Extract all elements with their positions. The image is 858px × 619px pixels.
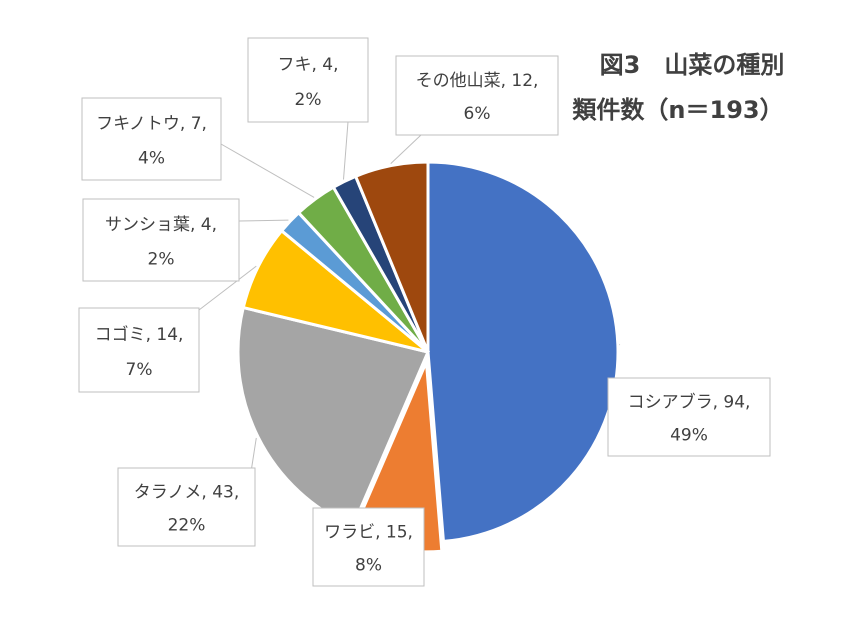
data-label-percent: 7%: [126, 360, 153, 380]
data-label-box: [607, 377, 771, 457]
data-label-percent: 6%: [464, 104, 491, 124]
chart-title-line-2: 類件数（n＝193）: [572, 96, 783, 124]
data-labels: コシアブラ, 94, 49% ワラビ, 15, 8% タラノメ, 43, 22% コゴミ, …: [78, 37, 771, 587]
data-label-percent: 2%: [295, 90, 322, 110]
chart-title-line-1: 図3 山菜の種別: [600, 51, 785, 79]
data-label-1: コシアブラ, 94, 49%: [607, 377, 771, 457]
data-label-name-value: サンショ葉, 4,: [105, 215, 217, 235]
data-label-7: フキ, 4, 2%: [247, 37, 369, 123]
leader-line-7: [342, 121, 349, 180]
data-label-percent: 4%: [138, 149, 165, 169]
leader-line-5: [238, 219, 289, 222]
data-label-name-value: フキ, 4,: [277, 55, 338, 75]
data-label-box: [81, 97, 222, 181]
data-label-name-value: コゴミ, 14,: [95, 324, 184, 345]
data-label-percent: 2%: [148, 250, 175, 270]
data-label-percent: 8%: [355, 555, 382, 575]
data-label-8: その他山菜, 12, 6%: [395, 55, 559, 136]
data-label-box: [247, 37, 369, 123]
pie-slices: [236, 160, 620, 554]
data-label-name-value: コシアブラ, 94,: [628, 392, 751, 413]
data-label-2: ワラビ, 15, 8%: [312, 507, 425, 587]
data-label-name-value: その他山菜, 12,: [416, 71, 539, 91]
data-label-box: [78, 307, 200, 393]
data-label-box: [82, 198, 240, 282]
data-label-box: [117, 467, 256, 547]
data-label-6: フキノトウ, 7, 4%: [81, 97, 222, 181]
data-label-4: コゴミ, 14, 7%: [78, 307, 200, 393]
pie-slice-1: [426, 160, 620, 543]
data-label-percent: 49%: [670, 425, 708, 445]
data-label-name-value: フキノトウ, 7,: [96, 114, 207, 134]
data-label-5: サンショ葉, 4, 2%: [82, 198, 240, 282]
data-label-name-value: ワラビ, 15,: [324, 523, 413, 543]
leader-line-4: [198, 265, 257, 311]
data-label-percent: 22%: [168, 515, 206, 535]
leader-line-8: [390, 134, 422, 165]
chart-title: 図3 山菜の種別 類件数（n＝193）: [572, 51, 784, 124]
data-label-3: タラノメ, 43, 22%: [117, 467, 256, 547]
leader-line-6: [220, 143, 315, 198]
data-label-name-value: タラノメ, 43,: [134, 483, 240, 503]
leader-line-3: [250, 437, 257, 473]
data-label-box: [395, 55, 559, 136]
pie-slice-8: [353, 160, 430, 353]
data-label-box: [312, 507, 425, 587]
